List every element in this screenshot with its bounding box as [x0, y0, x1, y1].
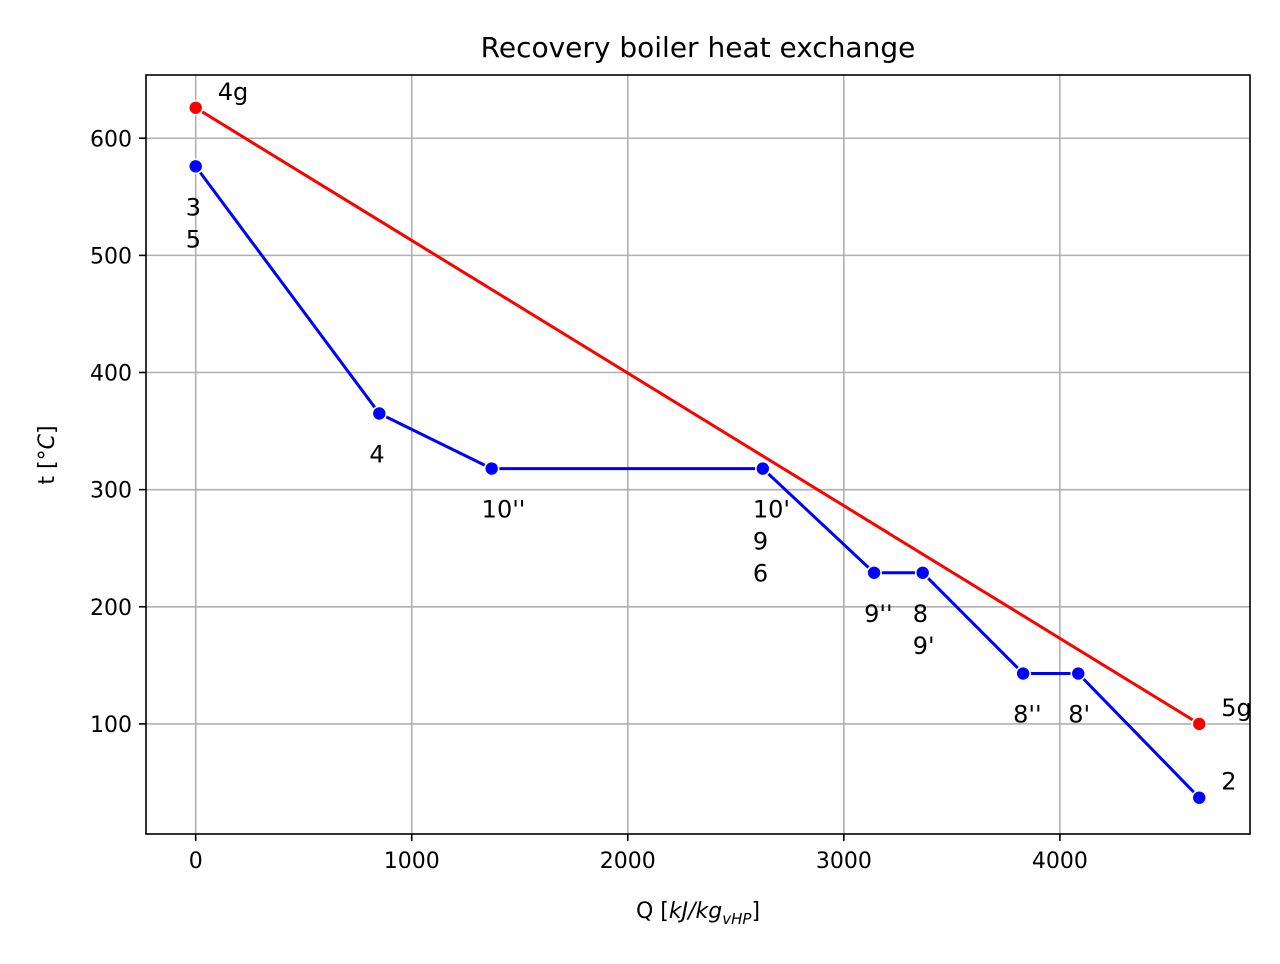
y-axis-title-unit: C: [35, 433, 60, 449]
point-label: 4: [369, 441, 384, 469]
y-axis-title: t [°C]: [35, 425, 60, 484]
data-point: [1070, 665, 1087, 682]
point-label: 2: [1221, 768, 1236, 796]
point-label-line: 8: [913, 600, 928, 628]
data-point: [187, 158, 204, 175]
series-layer: [187, 99, 1208, 806]
x-tick-label: 0: [189, 849, 203, 874]
point-label-line: 2: [1221, 768, 1236, 796]
point-label: 4g: [218, 78, 249, 106]
y-tick-label: 100: [90, 713, 132, 738]
y-tick-label: 300: [90, 479, 132, 504]
point-label-line: 10': [753, 496, 790, 524]
y-tick-label: 400: [90, 362, 132, 387]
point-label: 10'': [482, 496, 526, 524]
point-label-line: 8': [1068, 701, 1090, 729]
series-0: [187, 99, 1208, 732]
point-label-line: 9: [753, 528, 768, 556]
point-label-line: 3: [186, 193, 201, 221]
plot-area-frame: [145, 74, 1251, 835]
grid-layer: [146, 75, 1250, 834]
point-label-line: 5g: [1221, 694, 1252, 722]
x-tick-label: 3000: [816, 849, 872, 874]
y-tick-label: 600: [90, 127, 132, 152]
series-line: [194, 106, 1200, 726]
series-line: [194, 165, 1201, 799]
point-label: 8'': [1013, 701, 1041, 729]
point-label-line: 10'': [482, 496, 526, 524]
x-axis-title-prefix: Q [: [636, 899, 669, 924]
point-label-line: 4g: [218, 78, 249, 106]
data-point: [483, 460, 500, 477]
x-tick-label: 4000: [1032, 849, 1088, 874]
x-tick-label: 1000: [384, 849, 440, 874]
data-point: [914, 565, 931, 581]
point-label-line: 5: [186, 225, 201, 253]
y-axis-title-suffix: ]: [35, 425, 60, 434]
x-axis-title-subscript: vHP: [722, 910, 752, 928]
point-label-line: 4: [369, 441, 384, 469]
data-point: [1191, 789, 1208, 806]
point-label-line: 8'': [1013, 701, 1041, 729]
y-tick-label: 200: [90, 596, 132, 621]
data-point: [1191, 716, 1208, 732]
point-label-line: 6: [753, 560, 768, 588]
series-1: [187, 158, 1208, 806]
point-label: 5g: [1221, 694, 1252, 722]
point-label-line: 9'': [864, 600, 892, 628]
data-point: [1015, 665, 1031, 682]
tick-layer: 0 1000 2000 3000 4000 100 200 300 400 500 600: [90, 127, 1088, 874]
x-axis-title: Q [kJ/kgvHP]: [636, 899, 760, 928]
point-label-line: 9': [913, 632, 935, 660]
x-axis-title-unit: kJ/kg: [669, 899, 722, 924]
data-point: [866, 565, 882, 581]
point-label: 9'': [864, 600, 892, 628]
y-axis-title-prefix: t [°: [35, 449, 60, 484]
point-label: 8 9': [913, 600, 935, 660]
x-axis-title-suffix: ]: [751, 899, 760, 924]
data-point: [755, 460, 771, 477]
point-label: 8': [1068, 701, 1090, 729]
x-tick-label: 2000: [600, 849, 656, 874]
chart-title: Recovery boiler heat exchange: [481, 31, 916, 64]
y-tick-label: 500: [90, 244, 132, 269]
data-point: [371, 405, 388, 422]
data-point: [187, 99, 204, 116]
point-label: 10' 9 6: [753, 496, 790, 588]
